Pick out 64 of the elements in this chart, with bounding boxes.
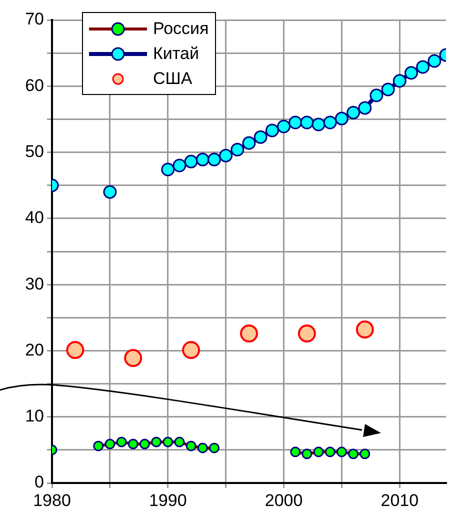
x-tick-label: 2010 [380, 490, 419, 510]
point [116, 436, 127, 448]
point [428, 54, 442, 68]
y-tick-label: 40 [25, 208, 44, 228]
legend-label: США [153, 68, 192, 88]
y-tick-label: 50 [25, 142, 44, 161]
y-tick-label: 0 [34, 472, 44, 492]
point [208, 442, 220, 454]
point [356, 320, 374, 339]
point [265, 124, 279, 138]
point [186, 440, 196, 452]
point [254, 130, 268, 144]
point [182, 341, 200, 360]
point [392, 74, 406, 88]
point [151, 436, 162, 448]
point [93, 440, 104, 452]
point [312, 118, 326, 132]
point [174, 436, 185, 448]
point [197, 442, 208, 454]
legend-label: Китай [153, 44, 199, 64]
point [161, 162, 175, 176]
point [302, 448, 312, 460]
point [196, 152, 210, 166]
y-tick-label: 60 [25, 76, 44, 95]
point [288, 116, 302, 130]
y-tick-label: 10 [25, 406, 44, 426]
x-tick-label: 2000 [264, 490, 303, 510]
point [313, 446, 324, 458]
point [336, 446, 347, 458]
point [300, 116, 314, 130]
point [128, 438, 138, 450]
point [404, 66, 418, 80]
point [360, 448, 370, 460]
y-tick-label: 20 [25, 340, 44, 360]
point [139, 438, 150, 450]
point [381, 82, 395, 96]
point [277, 120, 291, 134]
point [172, 158, 186, 172]
point [184, 154, 198, 168]
point [162, 436, 174, 448]
point [346, 106, 360, 120]
point [207, 152, 221, 166]
legend-label: Россия [153, 18, 209, 38]
point [334, 112, 348, 126]
point [324, 446, 336, 458]
point [230, 142, 244, 156]
point [66, 341, 84, 360]
point [240, 324, 258, 343]
point [242, 136, 256, 150]
point [416, 60, 430, 74]
point [298, 324, 316, 343]
x-tick-label: 1980 [33, 490, 71, 510]
point [323, 116, 337, 130]
x-tick-label: 1990 [148, 490, 187, 510]
y-tick-label: 70 [25, 10, 44, 29]
point [358, 101, 372, 115]
point [370, 88, 384, 102]
point [290, 446, 301, 458]
point [348, 448, 359, 460]
point [219, 148, 233, 162]
y-tick-label: 30 [25, 274, 44, 294]
point [104, 438, 116, 450]
point [103, 185, 117, 199]
point [124, 348, 142, 367]
